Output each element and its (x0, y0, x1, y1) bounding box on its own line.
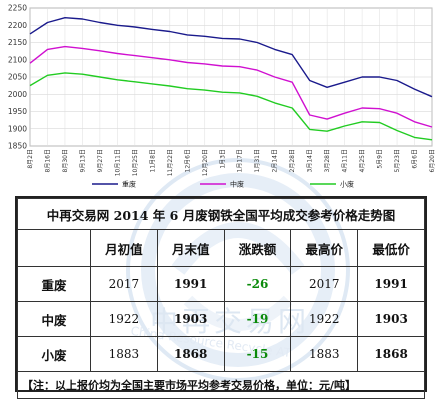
x-tick-label: 8月2日 (27, 149, 34, 169)
legend-label: 重废 (122, 180, 136, 189)
table-note: 【注：以上报价均为全国主要市场平均参考交易价格，单位：元/吨】 (17, 371, 425, 399)
x-tick-label: 8月16日 (44, 149, 51, 172)
table-row: 重废 2017 1991 -26 2017 1991 (17, 266, 425, 302)
table-header-row: 月初值 月末值 涨跌额 最高价 最低价 (17, 229, 425, 267)
header-open: 月初值 (90, 229, 158, 267)
row-label: 重废 (17, 266, 91, 302)
y-tick-label: 1950 (8, 107, 27, 116)
cell-close: 1903 (156, 301, 225, 337)
cell-change: -26 (223, 266, 292, 302)
cell-high: 2017 (290, 266, 359, 302)
cell-close: 1991 (156, 266, 225, 302)
price-table-box: 中再交易网 2014 年 6 月废钢铁全国平均成交参考价格走势图 月初值 月末值… (15, 196, 427, 399)
y-axis-ticks: 1850 1900 1950 2000 2050 2100 2150 2200 2250 (8, 4, 27, 151)
legend-label: 小废 (340, 180, 354, 189)
x-tick-label: 6月20日 (429, 149, 436, 172)
y-tick-label: 1900 (8, 124, 27, 133)
x-tick-label: 10月25日 (132, 149, 139, 176)
cell-open: 1922 (90, 301, 158, 337)
cell-change: -19 (223, 301, 292, 337)
row-label: 中废 (17, 301, 91, 337)
x-tick-label: 1月3日 (219, 149, 226, 169)
cell-close: 1868 (156, 336, 225, 372)
y-tick-label: 2000 (8, 90, 27, 99)
cell-change: -15 (223, 336, 292, 372)
x-tick-label: 1月17日 (237, 149, 244, 172)
price-table: 中再交易网 2014 年 6 月废钢铁全国平均成交参考价格走势图 月初值 月末值… (17, 198, 425, 399)
header-blank (17, 229, 91, 267)
x-tick-label: 10月11日 (114, 149, 121, 176)
series-line (29, 72, 433, 141)
header-close: 月末值 (156, 229, 225, 267)
cell-high: 1922 (290, 301, 359, 337)
x-tick-label: 11月8日 (149, 149, 156, 172)
y-tick-label: 2050 (8, 73, 27, 82)
row-label: 小废 (17, 336, 91, 372)
series-line (29, 45, 433, 128)
chart-legend: 重废 中废 小废 (92, 180, 354, 189)
y-tick-label: 1850 (8, 142, 27, 151)
cell-high: 1883 (290, 336, 359, 372)
header-high: 最高价 (290, 229, 359, 267)
header-change: 涨跌额 (223, 229, 292, 267)
x-tick-label: 12月20日 (202, 149, 209, 176)
x-axis-ticks: 8月2日 8月16日 8月30日 9月13日 9月27日 10月11日 10月25日 11月8… (27, 149, 436, 176)
cell-low: 1903 (357, 301, 425, 337)
x-tick-label: 11月22日 (167, 149, 174, 176)
cell-open: 2017 (90, 266, 158, 302)
x-tick-label: 5月23日 (394, 149, 401, 172)
x-tick-label: 4月11日 (342, 149, 349, 172)
cell-low: 1868 (357, 336, 425, 372)
x-tick-label: 2月28日 (289, 149, 296, 172)
y-tick-label: 2200 (8, 21, 27, 30)
cell-low: 1991 (357, 266, 425, 302)
x-tick-label: 5月9日 (377, 149, 384, 169)
x-tick-label: 6月6日 (412, 149, 419, 169)
table-row: 中废 1922 1903 -19 1922 1903 (17, 301, 425, 337)
legend-label: 中废 (230, 180, 244, 189)
x-tick-label: 9月13日 (79, 149, 86, 172)
series-lines (29, 17, 433, 141)
x-tick-label: 3月28日 (324, 149, 331, 172)
x-tick-label: 8月30日 (62, 149, 69, 172)
cell-open: 1883 (90, 336, 158, 372)
x-tick-label: 4月25日 (359, 149, 366, 172)
table-title: 中再交易网 2014 年 6 月废钢铁全国平均成交参考价格走势图 (17, 198, 425, 230)
table-row: 小废 1883 1868 -15 1883 1868 (17, 336, 425, 372)
series-line (29, 17, 433, 98)
x-tick-label: 2月14日 (272, 149, 279, 172)
y-tick-label: 2250 (8, 4, 27, 13)
y-tick-label: 2100 (8, 55, 27, 64)
x-tick-label: 3月14日 (307, 149, 314, 172)
x-tick-label: 9月27日 (97, 149, 104, 172)
x-tick-label: 1月31日 (254, 149, 261, 172)
header-low: 最低价 (357, 229, 425, 267)
y-tick-label: 2150 (8, 38, 27, 47)
x-tick-label: 12月6日 (184, 149, 191, 172)
price-line-chart: 1850 1900 1950 2000 2050 2100 2150 2200 2250 8月2… (8, 4, 436, 189)
